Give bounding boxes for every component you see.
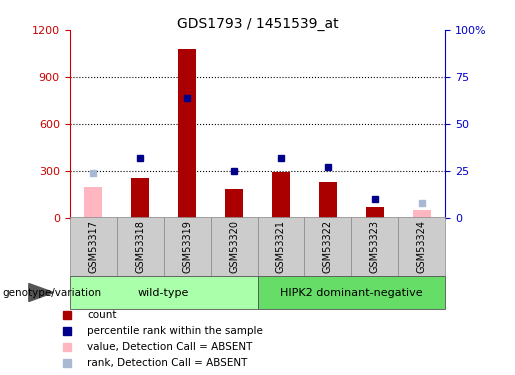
Bar [83,187,102,218]
Bar [225,189,244,218]
Bar [70,217,116,276]
Text: GSM53319: GSM53319 [182,220,192,273]
Text: GSM53322: GSM53322 [323,220,333,273]
Text: count: count [87,310,116,321]
Polygon shape [29,284,54,302]
Bar [319,182,337,218]
Text: GSM53320: GSM53320 [229,220,239,273]
Bar [70,276,258,309]
Text: GSM53318: GSM53318 [135,220,145,273]
Text: rank, Detection Call = ABSENT: rank, Detection Call = ABSENT [87,358,247,368]
Bar [178,49,196,217]
Text: GSM53321: GSM53321 [276,220,286,273]
Bar [352,217,399,276]
Bar [258,217,304,276]
Text: GDS1793 / 1451539_at: GDS1793 / 1451539_at [177,17,338,31]
Bar [258,276,445,309]
Bar [211,217,258,276]
Bar [304,217,352,276]
Text: percentile rank within the sample: percentile rank within the sample [87,326,263,336]
Text: value, Detection Call = ABSENT: value, Detection Call = ABSENT [87,342,252,352]
Bar [413,210,432,218]
Text: GSM53317: GSM53317 [88,220,98,273]
Bar [366,207,384,218]
Bar [399,217,445,276]
Bar [116,217,164,276]
Bar [131,178,149,218]
Text: GSM53323: GSM53323 [370,220,380,273]
Text: wild-type: wild-type [138,288,189,297]
Text: genotype/variation: genotype/variation [3,288,101,297]
Text: GSM53324: GSM53324 [417,220,427,273]
Bar [164,217,211,276]
Text: HIPK2 dominant-negative: HIPK2 dominant-negative [280,288,423,297]
Bar [271,172,290,217]
